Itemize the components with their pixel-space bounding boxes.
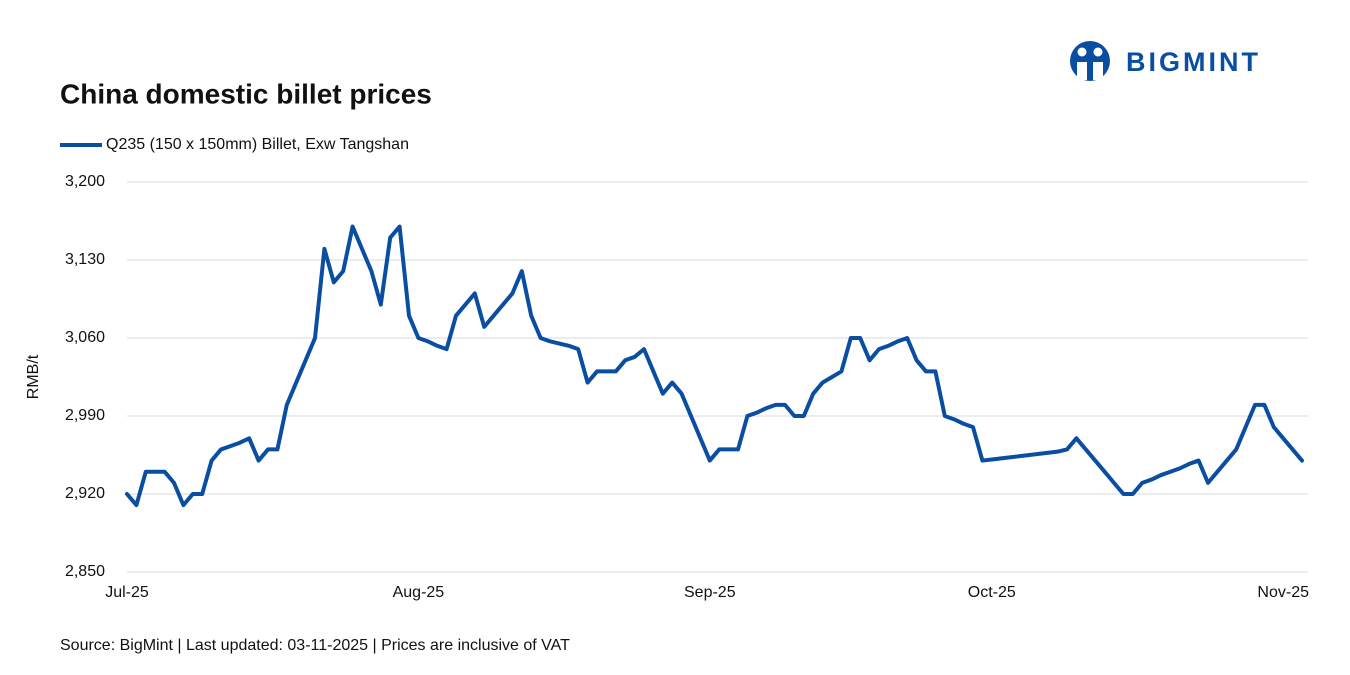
- x-tick-label: Jul-25: [105, 584, 149, 601]
- logo: BIGMINT: [1070, 41, 1261, 81]
- x-tick-label: Oct-25: [968, 584, 1016, 601]
- source-note: Source: BigMint | Last updated: 03-11-20…: [60, 637, 570, 654]
- y-tick-label: 3,060: [65, 329, 105, 346]
- series-line: [125, 224, 1304, 508]
- x-tick-label: Sep-25: [684, 584, 736, 601]
- logo-text: BIGMINT: [1126, 47, 1261, 77]
- y-tick-label: 2,920: [65, 485, 105, 502]
- x-tick-label: Aug-25: [393, 584, 445, 601]
- y-tick-label: 2,990: [65, 407, 105, 424]
- y-tick-label: 3,130: [65, 251, 105, 268]
- x-tick-label: Nov-25: [1257, 584, 1309, 601]
- logo-icon-dot: [1077, 47, 1087, 57]
- logo-icon-figures: [1077, 62, 1103, 80]
- y-tick-label: 3,200: [65, 173, 105, 190]
- logo-icon: [1070, 41, 1110, 81]
- y-axis-label: RMB/t: [25, 354, 42, 399]
- y-tick-label: 2,850: [65, 563, 105, 580]
- legend-label: Q235 (150 x 150mm) Billet, Exw Tangshan: [106, 136, 409, 153]
- logo-icon-dot: [1093, 47, 1103, 57]
- chart-title: China domestic billet prices: [60, 78, 432, 109]
